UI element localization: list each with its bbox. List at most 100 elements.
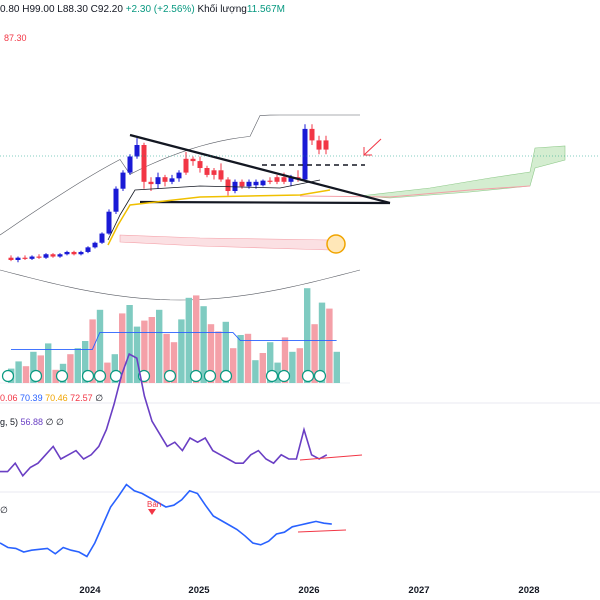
- volume-bar: [237, 335, 244, 383]
- candle-body: [64, 251, 70, 255]
- candle-body: [309, 128, 315, 141]
- volume-bar: [67, 354, 74, 383]
- low-value: 88.30: [62, 4, 88, 15]
- osc-label: ∅: [0, 505, 8, 515]
- candle-body: [281, 177, 287, 182]
- high-value: 99.00: [29, 4, 55, 15]
- event-marker: [29, 369, 43, 383]
- null-symbol: ∅: [95, 393, 104, 403]
- close-value: 92.20: [97, 4, 123, 15]
- event-marker: [1, 369, 15, 383]
- volume-bar: [22, 366, 30, 383]
- candle-body: [169, 178, 175, 182]
- volume-bar: [215, 331, 222, 383]
- candle-body: [211, 170, 217, 175]
- volume-bar: [170, 342, 178, 383]
- volume-label: Khối lượng: [197, 4, 247, 15]
- candle-body: [267, 180, 273, 182]
- volume-bar: [222, 321, 229, 383]
- volume-bar: [163, 333, 170, 383]
- candle-body: [197, 161, 203, 168]
- event-marker: [203, 369, 217, 383]
- volume-bar: [252, 360, 259, 383]
- volume-ma: [11, 332, 337, 350]
- candle-body: [225, 179, 231, 191]
- candle-body: [99, 233, 105, 243]
- candle-body: [316, 140, 322, 150]
- volume-bar: [96, 309, 104, 383]
- rsi-line: [0, 352, 328, 478]
- candle-body: [323, 140, 329, 150]
- volume-bar: [89, 319, 96, 383]
- ma-value-1: 0.06: [0, 393, 18, 403]
- ma-yellow: [107, 189, 331, 246]
- candle-body: [15, 257, 21, 260]
- candle-body: [232, 181, 238, 191]
- candles: [8, 124, 329, 263]
- event-marker: [81, 369, 95, 383]
- event-marker: [277, 369, 291, 383]
- osc-line: [0, 483, 332, 558]
- volume-value: 11.567M: [246, 4, 286, 15]
- ichimoku-cloud: [119, 145, 566, 251]
- volume-bar: [178, 319, 185, 383]
- rsi-panel: [0, 352, 363, 478]
- candle-body: [302, 128, 308, 180]
- candle-body: [288, 177, 294, 182]
- low-prefix: L: [57, 4, 63, 15]
- rsi-label: g, 5): [0, 417, 19, 427]
- arrow-head: [363, 147, 372, 156]
- candle-body: [120, 172, 126, 189]
- event-marker: [55, 369, 69, 383]
- volume-bar: [244, 333, 252, 383]
- ma-value-label: 87.30: [4, 33, 27, 43]
- candle-body: [71, 251, 77, 255]
- arrow-shaft: [363, 138, 382, 156]
- volume-bar: [207, 324, 215, 383]
- volume-bar: [126, 305, 133, 383]
- ma-value-3: 70.46: [45, 393, 68, 403]
- event-marker: [189, 369, 203, 383]
- volume-bar: [289, 351, 296, 383]
- volume-bar: [119, 313, 126, 383]
- future-cloud: [359, 145, 566, 199]
- event-marker: [265, 369, 279, 383]
- volume-bar: [52, 369, 59, 383]
- candle-body: [29, 256, 35, 259]
- candle-body: [78, 251, 84, 255]
- volume-bar: [185, 297, 192, 383]
- candle-body: [176, 172, 182, 179]
- candle-body: [127, 156, 133, 173]
- volume-bar: [311, 324, 318, 383]
- highlight-circle: [326, 234, 346, 254]
- past-cloud: [119, 234, 331, 251]
- candle-body: [50, 254, 56, 257]
- annotations: [0, 133, 600, 493]
- candle-body: [57, 254, 63, 257]
- volume-bar: [111, 354, 118, 383]
- osc-panel: [0, 483, 347, 558]
- candle-body: [183, 158, 189, 173]
- x-tick-2028: 2028: [518, 585, 540, 596]
- lower-band: [0, 269, 361, 301]
- trendline-lower: [139, 200, 391, 205]
- ma-value-4: 72.57: [70, 393, 93, 403]
- osc-divergence: [297, 529, 347, 533]
- volume-bar: [318, 302, 326, 383]
- candle-body: [8, 257, 14, 260]
- candle-body: [190, 158, 196, 162]
- ohlc-header: 0.80 H99.00 L88.30 C92.20 +2.30 (+2.56%)…: [0, 4, 285, 15]
- candle-body: [204, 168, 210, 175]
- high-prefix: H: [22, 4, 30, 15]
- candle-body: [155, 177, 161, 185]
- volume-bar: [193, 295, 200, 383]
- volume-bar: [200, 306, 207, 383]
- event-marker: [163, 369, 177, 383]
- candle-body: [274, 177, 280, 182]
- ma-dark: [107, 179, 321, 241]
- x-tick-2024: 2024: [79, 585, 101, 596]
- volume-bar: [141, 320, 148, 383]
- ma-values-row: 0.06 70.39 70.46 72.57 ∅: [0, 393, 103, 404]
- volume-bar: [304, 288, 311, 383]
